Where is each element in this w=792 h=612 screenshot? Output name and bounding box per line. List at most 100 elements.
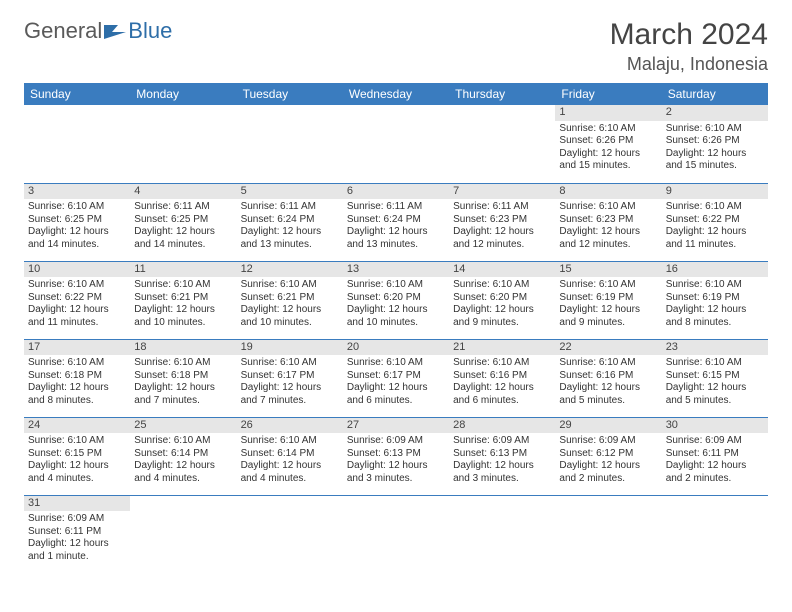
calendar-day-cell: 16Sunrise: 6:10 AMSunset: 6:19 PMDayligh… (662, 261, 768, 339)
calendar-day-cell (449, 105, 555, 183)
calendar-day-cell: 23Sunrise: 6:10 AMSunset: 6:15 PMDayligh… (662, 339, 768, 417)
daylight-text: Daylight: 12 hours and 8 minutes. (666, 304, 764, 329)
calendar-week-row: 1Sunrise: 6:10 AMSunset: 6:26 PMDaylight… (24, 105, 768, 183)
calendar-day-cell: 11Sunrise: 6:10 AMSunset: 6:21 PMDayligh… (130, 261, 236, 339)
calendar-day-cell: 4Sunrise: 6:11 AMSunset: 6:25 PMDaylight… (130, 183, 236, 261)
sunrise-text: Sunrise: 6:10 AM (241, 357, 339, 370)
day-number: 17 (24, 340, 130, 356)
day-number: 25 (130, 418, 236, 434)
calendar-day-cell: 29Sunrise: 6:09 AMSunset: 6:12 PMDayligh… (555, 417, 661, 495)
day-number (662, 496, 768, 498)
daylight-text: Daylight: 12 hours and 15 minutes. (666, 148, 764, 173)
sunset-text: Sunset: 6:13 PM (453, 448, 551, 461)
sunrise-text: Sunrise: 6:10 AM (347, 357, 445, 370)
sunset-text: Sunset: 6:16 PM (559, 370, 657, 383)
calendar-body: 1Sunrise: 6:10 AMSunset: 6:26 PMDaylight… (24, 105, 768, 573)
sunrise-text: Sunrise: 6:10 AM (241, 435, 339, 448)
sunrise-text: Sunrise: 6:10 AM (28, 201, 126, 214)
day-number: 26 (237, 418, 343, 434)
sunrise-text: Sunrise: 6:10 AM (666, 279, 764, 292)
day-number: 7 (449, 184, 555, 200)
calendar-day-cell: 20Sunrise: 6:10 AMSunset: 6:17 PMDayligh… (343, 339, 449, 417)
daylight-text: Daylight: 12 hours and 12 minutes. (559, 226, 657, 251)
day-details: Sunrise: 6:10 AMSunset: 6:21 PMDaylight:… (130, 277, 236, 332)
sunset-text: Sunset: 6:16 PM (453, 370, 551, 383)
sunset-text: Sunset: 6:14 PM (241, 448, 339, 461)
sunrise-text: Sunrise: 6:11 AM (134, 201, 232, 214)
weekday-header-row: Sunday Monday Tuesday Wednesday Thursday… (24, 83, 768, 105)
daylight-text: Daylight: 12 hours and 11 minutes. (28, 304, 126, 329)
day-number: 15 (555, 262, 661, 278)
sunset-text: Sunset: 6:18 PM (28, 370, 126, 383)
sunset-text: Sunset: 6:21 PM (241, 292, 339, 305)
day-number: 12 (237, 262, 343, 278)
logo: General Blue (24, 18, 172, 44)
day-details: Sunrise: 6:10 AMSunset: 6:15 PMDaylight:… (24, 433, 130, 488)
sunset-text: Sunset: 6:25 PM (134, 214, 232, 227)
calendar-day-cell (237, 495, 343, 573)
sunset-text: Sunset: 6:12 PM (559, 448, 657, 461)
calendar-page: General Blue March 2024 Malaju, Indonesi… (0, 0, 792, 591)
day-number: 6 (343, 184, 449, 200)
day-number: 2 (662, 105, 768, 121)
day-number: 14 (449, 262, 555, 278)
sunrise-text: Sunrise: 6:10 AM (28, 279, 126, 292)
weekday-header: Monday (130, 83, 236, 105)
calendar-day-cell (24, 105, 130, 183)
day-number: 27 (343, 418, 449, 434)
sunset-text: Sunset: 6:22 PM (666, 214, 764, 227)
sunrise-text: Sunrise: 6:09 AM (559, 435, 657, 448)
day-details: Sunrise: 6:11 AMSunset: 6:25 PMDaylight:… (130, 199, 236, 254)
sunrise-text: Sunrise: 6:10 AM (559, 201, 657, 214)
day-details: Sunrise: 6:11 AMSunset: 6:24 PMDaylight:… (237, 199, 343, 254)
title-block: March 2024 Malaju, Indonesia (610, 18, 768, 75)
day-number (237, 105, 343, 107)
calendar-day-cell: 31Sunrise: 6:09 AMSunset: 6:11 PMDayligh… (24, 495, 130, 573)
sunset-text: Sunset: 6:14 PM (134, 448, 232, 461)
sunrise-text: Sunrise: 6:10 AM (559, 279, 657, 292)
calendar-day-cell: 14Sunrise: 6:10 AMSunset: 6:20 PMDayligh… (449, 261, 555, 339)
sunrise-text: Sunrise: 6:10 AM (134, 357, 232, 370)
day-details: Sunrise: 6:10 AMSunset: 6:22 PMDaylight:… (662, 199, 768, 254)
day-details: Sunrise: 6:10 AMSunset: 6:17 PMDaylight:… (343, 355, 449, 410)
calendar-day-cell: 5Sunrise: 6:11 AMSunset: 6:24 PMDaylight… (237, 183, 343, 261)
daylight-text: Daylight: 12 hours and 6 minutes. (347, 382, 445, 407)
day-details: Sunrise: 6:11 AMSunset: 6:24 PMDaylight:… (343, 199, 449, 254)
flag-icon (104, 23, 126, 39)
day-details: Sunrise: 6:10 AMSunset: 6:19 PMDaylight:… (555, 277, 661, 332)
calendar-day-cell (555, 495, 661, 573)
sunset-text: Sunset: 6:26 PM (666, 135, 764, 148)
sunrise-text: Sunrise: 6:10 AM (28, 435, 126, 448)
sunset-text: Sunset: 6:21 PM (134, 292, 232, 305)
month-title: March 2024 (610, 18, 768, 52)
day-details: Sunrise: 6:10 AMSunset: 6:22 PMDaylight:… (24, 277, 130, 332)
calendar-day-cell: 1Sunrise: 6:10 AMSunset: 6:26 PMDaylight… (555, 105, 661, 183)
daylight-text: Daylight: 12 hours and 4 minutes. (241, 460, 339, 485)
sunrise-text: Sunrise: 6:11 AM (241, 201, 339, 214)
day-number (343, 105, 449, 107)
sunrise-text: Sunrise: 6:10 AM (559, 123, 657, 136)
day-number (130, 496, 236, 498)
day-details: Sunrise: 6:10 AMSunset: 6:20 PMDaylight:… (343, 277, 449, 332)
day-details: Sunrise: 6:10 AMSunset: 6:18 PMDaylight:… (130, 355, 236, 410)
sunset-text: Sunset: 6:15 PM (666, 370, 764, 383)
daylight-text: Daylight: 12 hours and 13 minutes. (241, 226, 339, 251)
day-details: Sunrise: 6:09 AMSunset: 6:12 PMDaylight:… (555, 433, 661, 488)
daylight-text: Daylight: 12 hours and 12 minutes. (453, 226, 551, 251)
sunset-text: Sunset: 6:24 PM (347, 214, 445, 227)
sunrise-text: Sunrise: 6:10 AM (134, 435, 232, 448)
sunrise-text: Sunrise: 6:10 AM (453, 357, 551, 370)
calendar-week-row: 17Sunrise: 6:10 AMSunset: 6:18 PMDayligh… (24, 339, 768, 417)
day-details: Sunrise: 6:10 AMSunset: 6:14 PMDaylight:… (130, 433, 236, 488)
day-details: Sunrise: 6:09 AMSunset: 6:13 PMDaylight:… (449, 433, 555, 488)
calendar-day-cell (662, 495, 768, 573)
calendar-day-cell: 19Sunrise: 6:10 AMSunset: 6:17 PMDayligh… (237, 339, 343, 417)
day-number (237, 496, 343, 498)
day-details: Sunrise: 6:10 AMSunset: 6:14 PMDaylight:… (237, 433, 343, 488)
calendar-day-cell: 28Sunrise: 6:09 AMSunset: 6:13 PMDayligh… (449, 417, 555, 495)
logo-text-general: General (24, 18, 102, 44)
daylight-text: Daylight: 12 hours and 3 minutes. (347, 460, 445, 485)
sunrise-text: Sunrise: 6:10 AM (666, 123, 764, 136)
day-number: 3 (24, 184, 130, 200)
day-details: Sunrise: 6:10 AMSunset: 6:25 PMDaylight:… (24, 199, 130, 254)
